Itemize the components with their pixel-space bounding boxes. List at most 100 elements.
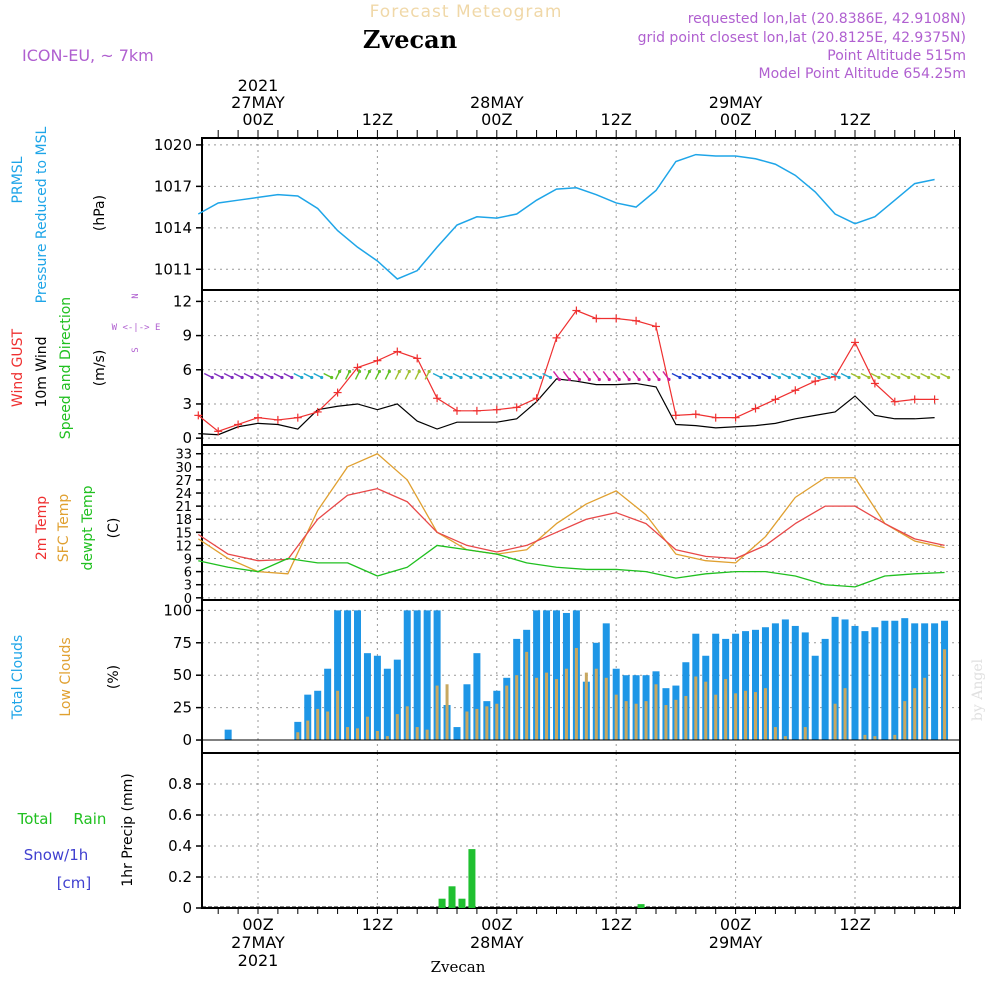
ytick-label-temp: 6	[184, 566, 192, 581]
wind-arrow-head	[797, 375, 801, 380]
wind-arrow-head	[330, 375, 334, 380]
low-cloud-bar	[943, 649, 947, 741]
low-cloud-bar	[754, 692, 757, 741]
top-time-label: 12Z	[839, 110, 870, 129]
wind-arrow-head	[617, 377, 621, 382]
low-cloud-bar	[485, 706, 489, 741]
bottom-time-label: 27MAY	[231, 933, 285, 952]
info-line-4: Model Point Altitude 654.25m	[759, 66, 966, 82]
wind-arrow-head	[489, 375, 493, 380]
total-cloud-bar	[801, 632, 809, 741]
wind-arrow-head	[357, 369, 362, 374]
total-cloud-bar	[861, 631, 869, 741]
low-cloud-bar	[525, 651, 529, 741]
t2m-line	[197, 488, 945, 562]
wind-arrow-head	[407, 369, 411, 374]
ytick-label-temp: 27	[175, 474, 192, 489]
low-cloud-bar	[346, 727, 350, 741]
total-cloud-bar	[354, 610, 361, 741]
ytick-label-precip: 0.2	[168, 868, 192, 886]
wind-arrow-head	[767, 375, 772, 380]
total-cloud-bar	[831, 616, 839, 741]
wind-arrow-head	[338, 369, 342, 374]
wind-arrow-head	[220, 375, 224, 380]
wind-arrow-head	[499, 375, 503, 380]
wind-arrow-head	[827, 375, 831, 380]
low-cloud-bar	[694, 676, 698, 741]
wind-arrow-head	[738, 375, 742, 380]
ytick-label-wind: 9	[182, 327, 192, 345]
wind-arrow-head	[240, 375, 244, 380]
low-cloud-bar	[913, 688, 917, 741]
low-cloud-bar	[863, 734, 867, 741]
wind-direction-arrow	[582, 371, 590, 380]
low-cloud-bar	[634, 703, 638, 741]
low-cloud-bar	[574, 647, 578, 741]
wind-arrow-head	[678, 375, 682, 380]
wind-arrow-head	[587, 377, 591, 382]
wind-arrow-head	[787, 375, 791, 380]
wind-arrow-head	[310, 375, 314, 380]
wind-arrow-head	[946, 375, 951, 380]
total-cloud-bar	[821, 638, 829, 741]
footer-location: Zvecan	[431, 958, 486, 976]
low-cloud-bar	[773, 727, 777, 741]
precip-unit: 1hr Precip (mm)	[120, 773, 136, 886]
bottom-time-label: 00Z	[720, 915, 751, 934]
ytick-label-pressure: 1017	[154, 177, 192, 195]
model-label: ICON-EU, ~ 7km	[22, 46, 154, 65]
total-cloud-bar	[752, 629, 759, 741]
low-cloud-bar	[385, 736, 389, 741]
faded-title: Forecast Meteogram	[370, 2, 563, 22]
total-cloud-bar	[533, 610, 541, 741]
ytick-label-precip: 0	[182, 899, 192, 917]
low-cloud-bar	[744, 690, 748, 741]
low-cloud-bar	[594, 668, 598, 741]
total-cloud-bar	[363, 653, 371, 741]
temp-unit: (C)	[106, 518, 122, 539]
total-cloud-bar	[393, 659, 401, 741]
wind-direction-arrow	[662, 371, 670, 380]
wind-direction-arrow	[562, 371, 571, 380]
wind-arrow-head	[210, 375, 214, 380]
ytick-label-pressure: 1020	[154, 136, 192, 154]
low-cloud-bar	[724, 679, 728, 741]
wind-arrow-head	[937, 375, 941, 380]
low-cloud-bar	[923, 677, 927, 741]
ytick-label-precip: 0.6	[168, 806, 192, 824]
ytick-label-temp: 3	[184, 579, 192, 594]
low-cloud-bar	[564, 668, 568, 741]
bottom-time-label: 00Z	[242, 915, 273, 934]
prmsl-line	[197, 153, 935, 280]
wind-direction-arrow	[632, 371, 640, 380]
low-cloud-bar	[356, 728, 359, 741]
wind-direction-arrow	[552, 371, 561, 380]
wind-arrow-head	[667, 377, 671, 382]
low-cloud-bar	[445, 684, 449, 741]
wind-arrow-head	[280, 375, 284, 380]
wind-unit: (m/s)	[92, 350, 108, 387]
total-cloud-bar	[373, 655, 381, 741]
clouds-unit: (%)	[106, 665, 122, 689]
watermark: by Angel	[970, 658, 986, 721]
ytick-label-wind: 3	[182, 395, 192, 413]
wind-arrow-head	[529, 375, 533, 380]
top-time-label: 12Z	[362, 110, 393, 129]
low-cloud-bar	[783, 736, 787, 741]
wind-direction-arrow	[602, 371, 610, 380]
bottom-time-label: 12Z	[839, 915, 870, 934]
wind-direction-arrow	[572, 371, 580, 380]
wind-arrow-head	[647, 377, 651, 382]
panel-frame-pressure	[201, 137, 961, 291]
wind-arrow-head	[698, 375, 702, 380]
wind-arrow-head	[397, 369, 401, 374]
wind-arrow-head	[847, 375, 851, 380]
ytick-label-precip: 0.4	[168, 837, 192, 855]
t2m-label: 2m Temp	[34, 496, 50, 560]
total-cloud-bar	[403, 610, 411, 741]
ytick-label-temp: 12	[175, 539, 192, 554]
ytick-label-pressure: 1011	[154, 260, 192, 278]
total-cloud-bar	[453, 727, 461, 741]
top-time-label: 00Z	[720, 110, 751, 129]
top-time-label: 27MAY	[231, 93, 285, 112]
